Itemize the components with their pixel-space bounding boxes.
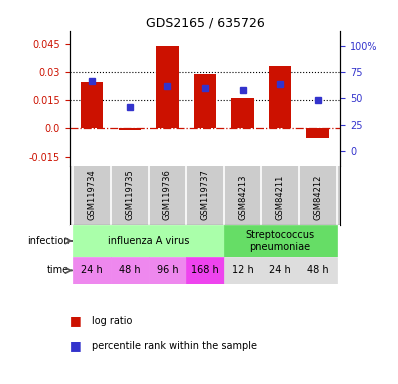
Text: GSM84212: GSM84212 (313, 175, 322, 220)
Text: infection: infection (27, 236, 69, 246)
Text: GSM119737: GSM119737 (201, 169, 209, 220)
Text: GSM119736: GSM119736 (163, 169, 172, 220)
Text: percentile rank within the sample: percentile rank within the sample (92, 341, 257, 351)
Text: GSM119734: GSM119734 (88, 170, 97, 220)
Bar (148, 257, 186, 284)
Bar (299, 257, 337, 284)
Text: 168 h: 168 h (191, 265, 219, 275)
Text: 24 h: 24 h (81, 265, 103, 275)
Bar (224, 225, 337, 257)
Text: ■: ■ (70, 314, 82, 327)
Title: GDS2165 / 635726: GDS2165 / 635726 (146, 17, 264, 30)
Text: GSM84211: GSM84211 (276, 175, 285, 220)
Bar (231, 98, 254, 128)
Bar (194, 74, 216, 128)
Bar (81, 82, 103, 128)
Text: 48 h: 48 h (307, 265, 329, 275)
Text: 24 h: 24 h (269, 265, 291, 275)
Bar (73, 225, 224, 257)
Text: 12 h: 12 h (232, 265, 254, 275)
Text: GSM119735: GSM119735 (125, 170, 134, 220)
Bar (73, 257, 111, 284)
Text: GSM84213: GSM84213 (238, 175, 247, 220)
Bar (224, 257, 261, 284)
Text: 48 h: 48 h (119, 265, 140, 275)
Text: 96 h: 96 h (156, 265, 178, 275)
Bar (119, 128, 141, 130)
Bar (186, 257, 224, 284)
Bar (306, 128, 329, 138)
Bar (111, 257, 148, 284)
Bar (156, 46, 179, 128)
Text: log ratio: log ratio (92, 316, 132, 326)
Text: time: time (47, 265, 69, 275)
Text: Streptococcus
pneumoniae: Streptococcus pneumoniae (246, 230, 315, 252)
Bar (269, 66, 291, 128)
Bar (261, 257, 299, 284)
Text: ■: ■ (70, 339, 82, 352)
Text: influenza A virus: influenza A virus (108, 236, 189, 246)
